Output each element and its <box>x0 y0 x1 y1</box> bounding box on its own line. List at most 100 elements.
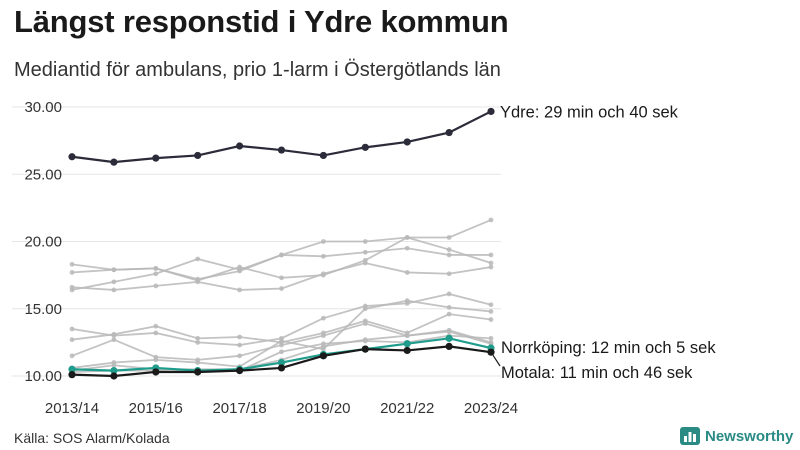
background-data-point <box>488 302 494 308</box>
background-data-point <box>111 331 117 337</box>
background-data-point <box>153 330 159 336</box>
background-data-point <box>446 291 452 297</box>
background-data-point <box>321 271 326 277</box>
background-data-point <box>195 360 201 365</box>
ydre-data-point <box>110 158 118 166</box>
background-data-point <box>279 252 284 258</box>
background-data-point <box>488 309 494 314</box>
background-data-point <box>153 323 159 329</box>
y-tick-label: 20.00 <box>24 234 62 251</box>
background-data-point <box>321 341 326 347</box>
background-data-point <box>488 217 494 223</box>
background-data-point <box>237 267 243 273</box>
background-data-point <box>279 338 284 344</box>
x-axis-ticks: 2013/14 2015/16 2017/18 2019/20 2021/22 2023/… <box>45 400 518 417</box>
ydre-data-point <box>487 107 495 116</box>
background-data-point <box>69 284 75 290</box>
y-tick-label: 30.00 <box>24 99 62 116</box>
background-data-point <box>153 283 159 289</box>
background-data-point <box>153 271 159 277</box>
background-data-point <box>111 279 117 285</box>
motala-leader-line <box>492 354 501 367</box>
ydre-series-line <box>71 110 492 164</box>
motala-data-point <box>277 364 286 372</box>
background-data-point <box>321 333 326 339</box>
series-annotations: Ydre: 29 min och 40 sek Norrköping: 12 mi… <box>492 103 716 382</box>
background-data-point <box>446 271 452 277</box>
background-data-point <box>321 253 326 259</box>
background-series-line <box>71 236 492 282</box>
motala-data-point <box>445 342 453 351</box>
background-data-point <box>153 357 159 363</box>
background-data-point <box>404 270 410 275</box>
background-data-point <box>237 342 243 348</box>
x-tick-label: 2021/22 <box>380 400 434 417</box>
background-data-point <box>362 321 368 326</box>
ydre-data-point <box>403 138 411 146</box>
ydre-data-point <box>236 142 244 150</box>
motala-data-point <box>236 367 244 375</box>
background-data-point <box>362 260 368 266</box>
motala-annotation: Motala: 11 min och 46 sek <box>501 364 693 382</box>
bar-chart-logo-icon <box>680 427 700 445</box>
background-data-point <box>237 353 243 359</box>
background-data-point <box>279 342 284 348</box>
background-data-point <box>111 267 117 273</box>
y-tick-label: 15.00 <box>24 301 62 318</box>
background-data-point <box>446 235 452 240</box>
norrköping-data-point <box>403 340 411 348</box>
y-tick-label: 25.00 <box>24 166 62 183</box>
motala-data-point <box>487 348 495 356</box>
background-series-line <box>71 219 492 281</box>
norrköping-data-point <box>445 334 453 342</box>
x-tick-label: 2019/20 <box>296 400 350 417</box>
brand-logo: Newsworthy <box>680 427 793 445</box>
motala-data-point <box>319 352 327 360</box>
background-data-point <box>153 266 159 271</box>
ydre-data-point <box>361 143 369 151</box>
norrköping-data-point <box>277 358 286 367</box>
motala-data-point <box>403 346 411 355</box>
background-data-point <box>69 353 75 359</box>
motala-data-point <box>194 368 202 376</box>
background-data-point <box>279 286 284 291</box>
motala-data-point <box>110 372 118 380</box>
background-data-point <box>195 335 201 341</box>
background-data-point <box>404 245 410 251</box>
background-data-point <box>404 333 410 339</box>
background-data-point <box>111 362 117 368</box>
ydre-data-point <box>445 128 453 137</box>
x-tick-label: 2013/14 <box>45 400 99 417</box>
y-tick-label: 10.00 <box>24 368 62 385</box>
background-data-point <box>195 339 201 345</box>
x-tick-label: 2023/24 <box>464 400 518 417</box>
background-data-point <box>321 239 326 244</box>
gridlines <box>12 106 501 377</box>
background-data-point <box>321 315 326 321</box>
highlighted-series <box>68 107 495 380</box>
background-data-point <box>195 279 201 285</box>
background-data-point <box>279 349 284 355</box>
background-data-point <box>488 264 494 270</box>
ydre-data-point <box>277 146 286 154</box>
background-data-point <box>488 317 494 322</box>
motala-data-point <box>68 371 76 379</box>
background-data-point <box>362 338 368 344</box>
background-data-point <box>69 326 75 332</box>
motala-data-point <box>361 345 369 353</box>
ydre-data-point <box>194 151 202 160</box>
ydre-data-point <box>152 154 160 162</box>
background-data-point <box>404 298 410 304</box>
background-data-point <box>111 287 117 293</box>
background-data-point <box>488 260 494 266</box>
y-axis-ticks: 10.00 15.00 20.00 25.00 30.00 <box>24 99 62 385</box>
norrköping-data-point <box>110 367 118 375</box>
background-data-point <box>69 261 75 267</box>
norrköping-data-point <box>68 365 76 373</box>
background-data-point <box>446 311 452 317</box>
x-tick-label: 2017/18 <box>212 400 266 417</box>
background-data-point <box>404 235 410 240</box>
ydre-data-point <box>68 153 76 161</box>
motala-data-point <box>152 368 160 376</box>
